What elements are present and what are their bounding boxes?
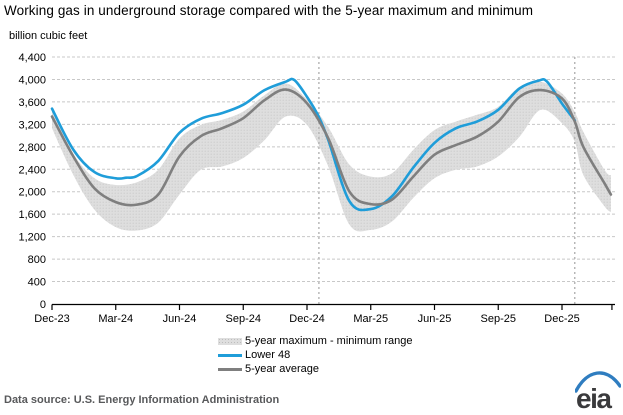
x-tick-label: Jun-24 [163,313,197,325]
x-tick-label: Mar-25 [353,313,388,325]
legend-label-average: 5-year average [245,363,319,375]
legend-swatch-lower48 [218,353,242,357]
five-year-average-line [50,88,613,207]
data-source-text: Data source: U.S. Energy Information Adm… [4,394,280,406]
y-tick-label: 800 [28,254,46,266]
legend-swatch-average [218,367,242,371]
legend-item-lower48: Lower 48 [218,348,412,362]
eia-logo-swoosh-icon [575,371,621,393]
legend-swatch-range [218,337,242,345]
y-tick-label: 4,400 [18,52,46,64]
five-year-range-band [52,81,611,232]
y-tick-label: 1,200 [18,232,46,244]
y-axis-unit-label: billion cubic feet [9,30,88,42]
x-tick-label: Sep-24 [226,313,261,325]
y-tick-label: 3,600 [18,97,46,109]
legend-label-lower48: Lower 48 [245,349,291,361]
y-tick-label: 2,800 [18,142,46,154]
x-tick-label: Mar-24 [98,313,133,325]
y-tick-label: 2,000 [18,187,46,199]
legend: 5-year maximum - minimum range Lower 48 … [218,334,412,376]
eia-logo-text: eia [576,383,612,414]
x-tick-label: Sep-25 [481,313,516,325]
chart-title: Working gas in underground storage compa… [4,3,534,18]
legend-label-range: 5-year maximum - minimum range [245,335,413,347]
eia-logo: eia [575,367,621,413]
y-tick-label: 2,400 [18,164,46,176]
legend-item-range: 5-year maximum - minimum range [218,334,412,348]
x-tick-label: Dec-25 [544,313,579,325]
legend-item-average: 5-year average [218,362,412,376]
y-tick-label: 3,200 [18,119,46,131]
y-tick-label: 0 [40,299,46,311]
y-tick-label: 1,600 [18,209,46,221]
x-tick-label: Dec-23 [34,313,69,325]
x-tick-label: Dec-24 [289,313,324,325]
y-tick-label: 400 [28,277,46,289]
x-tick-label: Jun-25 [418,313,452,325]
y-tick-label: 4,000 [18,74,46,86]
lower48-line [50,77,577,212]
storage-chart-plot: 0 400 800 1,200 1,600 2,000 2,400 2,800 3,200 3,6… [18,52,615,325]
